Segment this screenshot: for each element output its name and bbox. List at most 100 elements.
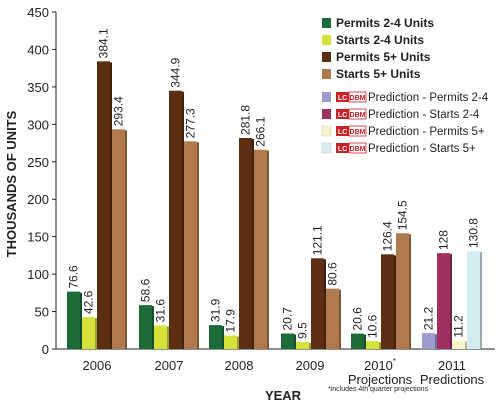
bar-side [125, 130, 127, 349]
data-labels: 76.642.6 384.1 293.4 58.631.6 344.9 277.3 31.9… [67, 28, 481, 339]
bar [112, 129, 125, 349]
bar [254, 149, 267, 349]
bar [281, 333, 294, 349]
bar [139, 305, 152, 349]
legend: Permits 2-4 Units Starts 2-4 Units Permits… [321, 16, 489, 155]
bar-side [95, 318, 97, 349]
bar [184, 141, 197, 349]
bar [467, 251, 480, 349]
bar-side [182, 91, 184, 349]
x-tick-marker: * [393, 357, 396, 366]
data-label: 154.5 [396, 200, 410, 230]
data-label: 293.4 [112, 96, 126, 126]
bar-side [465, 341, 467, 349]
x-tick-label: 2011 [438, 358, 466, 373]
data-label: 10.6 [366, 314, 380, 338]
x-tick-labels: 2006 2007 2008 2009 2010*Projections 2011Pred… [83, 357, 485, 387]
data-label: 126.4 [381, 221, 395, 251]
bar-side [394, 255, 396, 349]
y-tick-label: 450 [27, 5, 49, 20]
footnote: *includes 4th quarter projections [328, 386, 429, 393]
legend-label: Starts 5+ Units [336, 67, 421, 81]
bar-side [152, 306, 154, 349]
bar [296, 341, 309, 349]
data-label: 281.8 [239, 105, 253, 135]
data-label: 121.1 [311, 225, 325, 255]
legend-swatch [322, 35, 331, 45]
data-label: 128 [437, 230, 451, 250]
bar-side [80, 292, 82, 349]
lcdbm-logo-badge: LC DBM [336, 91, 367, 103]
bar-side [435, 334, 437, 349]
logo-badge-text: LC [338, 95, 347, 102]
bar [437, 253, 450, 349]
legend-swatch [321, 142, 332, 154]
y-tick-label: 150 [27, 230, 49, 245]
bar-side [237, 336, 239, 349]
bar-side [480, 252, 482, 349]
legend-swatch [321, 125, 332, 137]
logo-badge-white [348, 142, 367, 154]
data-label: 9.5 [296, 322, 310, 339]
logo-badge-white [348, 91, 367, 103]
legend-swatch [322, 18, 331, 28]
legend-label: Starts 2-4 Units [336, 33, 424, 47]
data-label: 20.7 [281, 307, 295, 331]
bar-side [267, 150, 269, 349]
bar [209, 325, 222, 349]
legend-label: Permits 2-4 Units [336, 16, 434, 30]
bar-side [222, 326, 224, 349]
lcdbm-logo-badge: LC DBM [336, 125, 367, 137]
logo-badge-white [348, 108, 367, 120]
bar [351, 333, 364, 349]
legend-label: Permits 5+ Units [336, 50, 431, 64]
y-tick-label: 100 [27, 267, 49, 282]
bar [396, 233, 409, 349]
x-tick-label: 2006 [83, 358, 112, 373]
y-tick-label: 50 [35, 305, 49, 320]
data-label: 58.6 [139, 278, 153, 302]
bar-side [110, 62, 112, 349]
data-label: 11.2 [452, 315, 466, 338]
bar [224, 335, 237, 349]
bar-side [252, 138, 254, 349]
y-tick-label: 200 [27, 192, 49, 207]
y-tick-label: 250 [27, 155, 49, 170]
data-label: 277.3 [184, 108, 198, 138]
bar-side [364, 334, 366, 349]
x-tick-label: 2008 [225, 358, 254, 373]
data-label: 17.9 [224, 309, 238, 333]
legend-label: Prediction - Permits 5+ [368, 126, 485, 138]
logo-badge-text: LC [338, 146, 347, 153]
bar-side [309, 342, 311, 349]
bar [452, 340, 465, 349]
data-label: 20.6 [351, 307, 365, 331]
data-label: 344.9 [169, 57, 183, 87]
y-tick-label: 300 [27, 117, 49, 132]
bars [67, 61, 482, 349]
bar-side [379, 342, 381, 349]
data-label: 130.8 [467, 218, 481, 248]
bar [82, 317, 95, 349]
logo-badge-text: LC [338, 129, 347, 136]
logo-badge-text: DBM [350, 95, 366, 102]
lcdbm-logo-badge: LC DBM [336, 142, 367, 154]
x-tick-label: 2007 [155, 358, 184, 373]
bar [169, 90, 182, 349]
x-tick-label: 2009 [296, 358, 325, 373]
legend-label: Prediction - Starts 2-4 [368, 109, 480, 121]
data-label: 31.9 [209, 298, 223, 322]
logo-badge-text: DBM [350, 129, 366, 136]
legend-label: Prediction - Permits 2-4 [368, 92, 489, 104]
data-label: 80.6 [326, 262, 340, 286]
bar-side [197, 142, 199, 349]
lcdbm-logo-badge: LC DBM [336, 108, 367, 120]
bar [67, 291, 80, 349]
bar [422, 333, 435, 349]
x-tick-label: 2010* [364, 357, 396, 373]
x-axis-title: YEAR [265, 388, 302, 403]
bar [381, 254, 394, 349]
bar [154, 325, 167, 349]
bar-side [324, 259, 326, 349]
